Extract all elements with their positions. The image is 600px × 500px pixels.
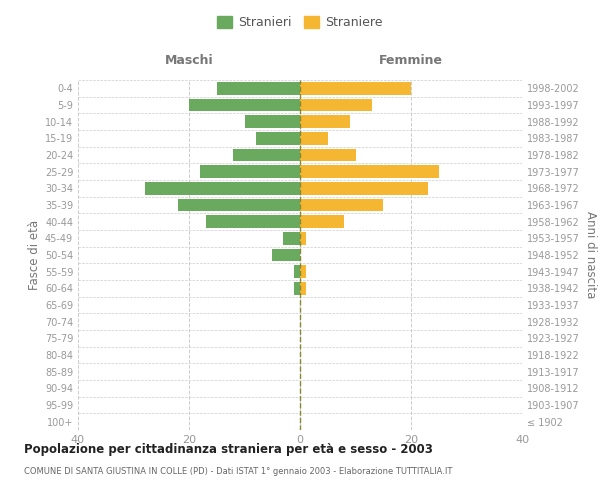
Y-axis label: Anni di nascita: Anni di nascita — [584, 212, 597, 298]
Bar — [300, 82, 411, 94]
Bar — [200, 166, 300, 178]
Bar — [217, 82, 300, 94]
Text: Femmine: Femmine — [379, 54, 443, 66]
Bar — [300, 182, 428, 194]
Bar — [283, 232, 300, 244]
Legend: Stranieri, Straniere: Stranieri, Straniere — [212, 11, 388, 34]
Y-axis label: Fasce di età: Fasce di età — [28, 220, 41, 290]
Bar — [300, 232, 305, 244]
Bar — [295, 282, 300, 294]
Bar — [300, 282, 305, 294]
Bar — [300, 99, 372, 112]
Bar — [300, 198, 383, 211]
Bar — [295, 266, 300, 278]
Text: Maschi: Maschi — [164, 54, 214, 66]
Bar — [233, 149, 300, 161]
Bar — [206, 216, 300, 228]
Bar — [178, 198, 300, 211]
Bar — [189, 99, 300, 112]
Bar — [300, 216, 344, 228]
Bar — [145, 182, 300, 194]
Text: Popolazione per cittadinanza straniera per età e sesso - 2003: Popolazione per cittadinanza straniera p… — [24, 442, 433, 456]
Bar — [300, 266, 305, 278]
Text: COMUNE DI SANTA GIUSTINA IN COLLE (PD) - Dati ISTAT 1° gennaio 2003 - Elaborazio: COMUNE DI SANTA GIUSTINA IN COLLE (PD) -… — [24, 468, 452, 476]
Bar — [300, 149, 356, 161]
Bar — [300, 132, 328, 144]
Bar — [300, 116, 350, 128]
Bar — [245, 116, 300, 128]
Bar — [256, 132, 300, 144]
Bar — [300, 166, 439, 178]
Bar — [272, 248, 300, 261]
